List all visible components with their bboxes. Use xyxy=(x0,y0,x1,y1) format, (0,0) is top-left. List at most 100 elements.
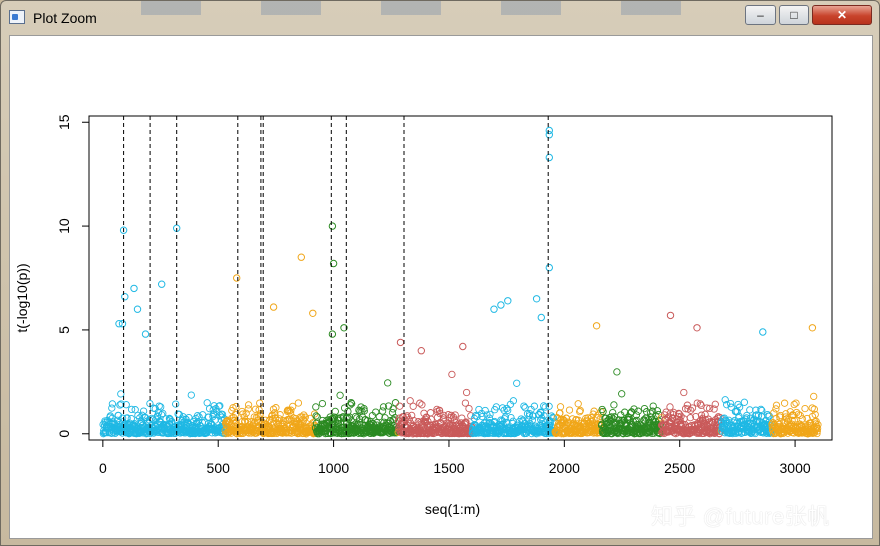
data-point-notable xyxy=(309,309,317,317)
data-point xyxy=(486,410,494,419)
x-tick-label: 1000 xyxy=(318,460,349,476)
data-point xyxy=(746,406,754,414)
data-point xyxy=(680,388,688,397)
data-point xyxy=(187,391,195,399)
data-point xyxy=(726,399,735,408)
data-point xyxy=(528,416,536,424)
data-point xyxy=(384,379,392,387)
title-bar[interactable]: Plot Zoom – □ ✕ xyxy=(1,1,879,35)
data-point-notable xyxy=(417,347,425,355)
data-point xyxy=(195,413,203,421)
data-point xyxy=(155,402,163,410)
data-point xyxy=(645,416,653,424)
data-point xyxy=(289,402,297,411)
data-point xyxy=(342,414,350,422)
data-point xyxy=(448,370,456,379)
data-point xyxy=(687,406,695,414)
data-point xyxy=(157,411,166,419)
data-point xyxy=(714,417,723,425)
data-point-notable xyxy=(396,338,405,347)
data-point xyxy=(223,416,232,424)
data-point xyxy=(261,416,270,424)
data-point xyxy=(465,404,473,413)
data-point xyxy=(312,412,320,420)
x-tick-label: 2500 xyxy=(664,460,695,476)
data-point xyxy=(798,415,806,423)
x-tick-label: 500 xyxy=(207,460,231,476)
x-tick-label: 1500 xyxy=(433,460,464,476)
data-point xyxy=(210,409,218,417)
data-point xyxy=(607,413,616,421)
data-point xyxy=(117,400,125,408)
data-point xyxy=(134,411,142,420)
data-point xyxy=(336,391,344,399)
close-button[interactable]: ✕ xyxy=(812,5,872,25)
data-point xyxy=(399,413,407,421)
plot-window-icon xyxy=(9,10,25,24)
data-point xyxy=(618,390,626,398)
data-point xyxy=(530,402,539,410)
data-point xyxy=(599,407,607,416)
minimize-button[interactable]: – xyxy=(745,5,776,25)
data-point xyxy=(408,411,416,420)
data-point-notable xyxy=(592,322,601,330)
data-point-notable xyxy=(459,342,467,351)
data-point xyxy=(159,409,167,418)
data-point xyxy=(808,404,816,412)
data-point xyxy=(157,403,165,411)
data-point xyxy=(372,408,380,416)
data-point-notable xyxy=(545,131,553,139)
data-point xyxy=(634,407,642,415)
data-point xyxy=(792,399,800,407)
watermark: 知乎 @future张帆 xyxy=(651,504,830,529)
data-point xyxy=(406,397,414,405)
manhattan-plot: 0 500 1000 1500 2000 2500 3000 0 5 10 15 seq(1:m) t(… xyxy=(14,114,833,517)
data-point xyxy=(721,396,729,404)
y-tick-label: 5 xyxy=(56,326,72,334)
data-point xyxy=(203,399,211,407)
data-point xyxy=(810,392,818,401)
data-point xyxy=(440,411,448,420)
data-point xyxy=(122,401,130,409)
data-point xyxy=(549,414,558,422)
data-point xyxy=(435,406,444,415)
data-point xyxy=(272,404,280,412)
data-point xyxy=(509,397,518,405)
data-point xyxy=(403,412,411,420)
data-point xyxy=(422,413,431,421)
data-point xyxy=(242,409,250,417)
data-point xyxy=(772,405,780,413)
data-point-notable xyxy=(693,324,701,332)
data-point-notable xyxy=(545,153,553,162)
data-point xyxy=(556,403,565,411)
data-point-notable xyxy=(121,293,129,301)
data-point-notable xyxy=(141,330,150,338)
data-point xyxy=(521,404,529,412)
data-point xyxy=(772,401,781,409)
maximize-button[interactable]: □ xyxy=(779,5,809,25)
data-point xyxy=(653,407,662,415)
data-point xyxy=(284,406,293,414)
data-point xyxy=(166,420,174,428)
data-point xyxy=(549,413,557,422)
data-point xyxy=(540,402,548,410)
plot-area: 0 500 1000 1500 2000 2500 3000 0 5 10 15 seq(1:m) t(… xyxy=(9,35,873,539)
data-point xyxy=(108,400,117,408)
data-point xyxy=(740,398,749,406)
data-point xyxy=(609,408,617,417)
data-point xyxy=(108,404,116,412)
data-point xyxy=(106,412,114,420)
data-point xyxy=(681,405,690,413)
window-title: Plot Zoom xyxy=(33,10,97,26)
background-taskbar-ghost xyxy=(141,1,701,15)
data-point xyxy=(757,405,765,414)
data-point xyxy=(244,401,253,409)
data-point-notable xyxy=(297,253,305,261)
data-point xyxy=(436,409,444,418)
data-point xyxy=(409,402,417,410)
data-point xyxy=(794,410,803,418)
data-point xyxy=(478,412,486,421)
data-point xyxy=(644,429,653,437)
data-point xyxy=(461,399,470,407)
data-point xyxy=(405,415,413,424)
